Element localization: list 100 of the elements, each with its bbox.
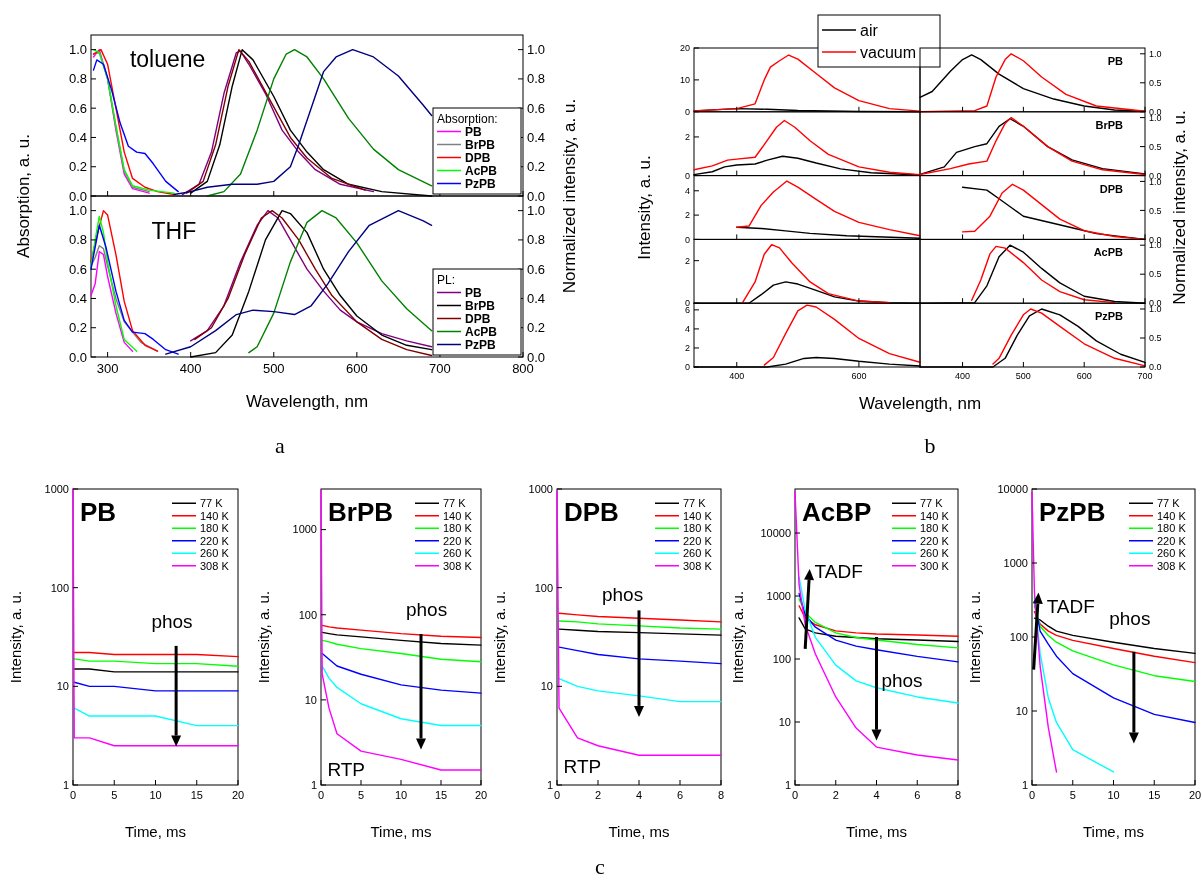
x-tick-label: 6 <box>914 789 921 801</box>
x-tick-label: 15 <box>1148 789 1161 801</box>
legend-label: PB <box>465 124 482 139</box>
annotation: phos <box>1109 608 1151 630</box>
text: DPB <box>1099 182 1124 195</box>
y-tick-label: 1.0 <box>68 42 87 58</box>
annotation: TADF <box>814 560 863 582</box>
chart-title: PzPB <box>1039 497 1106 527</box>
y2-axis-title: Normalized intensity, a. u. <box>1169 110 1189 305</box>
legend-label: 220 K <box>443 534 473 547</box>
chart-title: DPB <box>564 497 619 527</box>
y-axis-title: Intensity, a. u. <box>7 590 24 684</box>
y-tick-label: 1.0 <box>68 203 87 219</box>
legend-label: 308 K <box>683 559 713 572</box>
y-tick-label: 0.8 <box>68 232 87 248</box>
text: BrPB <box>1095 118 1124 131</box>
x-tick-label: 400 <box>179 361 202 376</box>
y-tick-label: 0.6 <box>68 261 87 277</box>
text: THF <box>151 218 197 245</box>
x-tick-label: 600 <box>1076 371 1092 381</box>
legend-label: 140 K <box>1157 509 1187 522</box>
y-tick-label: 100 <box>298 608 317 621</box>
text: PB <box>1107 55 1124 67</box>
legend-label: 260 K <box>443 547 473 560</box>
x-tick-label: 20 <box>474 789 488 801</box>
y-tick-label: 100 <box>1009 630 1028 643</box>
x-tick-label: 500 <box>262 361 285 376</box>
legend-label: 77 K <box>683 497 707 510</box>
y2-tick-label: 0.5 <box>1149 141 1162 152</box>
y-tick-label: 2 <box>684 343 690 354</box>
y-tick-label: 0.2 <box>68 320 87 336</box>
legend-label: 220 K <box>1157 534 1187 547</box>
text: c <box>595 854 606 879</box>
x-tick-label: 15 <box>434 789 448 801</box>
y2-axis-title: Normalized intensity, a. u. <box>559 98 579 294</box>
x-axis-title: Time, ms <box>608 823 670 840</box>
text: toluene <box>129 46 206 73</box>
text: PzPB <box>1094 310 1124 323</box>
legend-label: 77 K <box>920 497 944 510</box>
legend-label: BrPB <box>465 298 496 313</box>
x-tick-label: 5 <box>357 789 365 801</box>
y-axis-title: Intensity, a. u. <box>491 590 508 684</box>
annotation: phos <box>881 670 923 692</box>
y-tick-label: 1000 <box>528 482 553 495</box>
x-tick-label: 0 <box>317 789 325 801</box>
y-tick-label: 0.0 <box>68 349 87 365</box>
x-axis-title: Time, ms <box>1082 823 1145 840</box>
x-axis-title: Time, ms <box>845 823 908 840</box>
legend-label: BrPB <box>465 137 496 152</box>
legend-label: 260 K <box>200 547 230 560</box>
legend-label: 180 K <box>200 522 230 535</box>
y-tick-label: 1000 <box>44 482 69 495</box>
legend-label: 77 K <box>1157 497 1181 510</box>
y-tick-label: 2 <box>684 255 690 266</box>
y-tick-label: 1 <box>784 778 791 791</box>
legend-label: 140 K <box>200 509 230 522</box>
y2-tick-label: 0.0 <box>1149 362 1162 373</box>
x-tick-label: 2 <box>832 789 839 801</box>
y-tick-label: 2 <box>684 210 690 221</box>
x-axis-title: Time, ms <box>124 823 187 840</box>
legend-label: 77 K <box>200 497 224 510</box>
y-tick-label: 100 <box>50 581 69 594</box>
x-tick-label: 800 <box>512 361 534 376</box>
y2-tick-label: 0.5 <box>1149 333 1162 344</box>
x-tick-label: 5 <box>1069 789 1076 801</box>
chart-title: BrPB <box>328 497 394 527</box>
y-axis-title: Absorption, a. u. <box>14 134 33 258</box>
y-tick-label: 10 <box>1015 704 1028 717</box>
legend-label: 180 K <box>920 522 950 535</box>
y-tick-label: 0 <box>684 234 690 245</box>
y-tick-label: 0 <box>684 106 690 117</box>
x-tick-label: 400 <box>955 371 971 381</box>
legend-label: 260 K <box>683 547 713 560</box>
legend-label: 77 K <box>443 497 467 510</box>
y-axis-title: Intensity, a. u. <box>729 590 746 684</box>
legend-label: PzPB <box>465 176 497 191</box>
text: AcPB <box>1093 246 1124 259</box>
x-tick-label: 10 <box>394 789 408 801</box>
legend-label: 140 K <box>920 509 950 522</box>
y-tick-label: 2 <box>684 132 690 143</box>
x-tick-label: 4 <box>635 789 643 801</box>
y-tick-label: 10 <box>56 680 69 693</box>
legend-label: air <box>860 21 879 39</box>
legend-label: 300 K <box>920 559 950 572</box>
x-tick-label: 4 <box>873 789 880 801</box>
x-axis-title: Time, ms <box>370 823 432 840</box>
y-tick-label: 1 <box>62 778 69 791</box>
y-tick-label: 0 <box>684 170 690 181</box>
y-tick-label: 1 <box>1021 778 1028 791</box>
x-tick-label: 500 <box>1015 371 1031 381</box>
y-tick-label: 0.0 <box>68 188 87 204</box>
y-tick-label: 10000 <box>760 526 791 539</box>
x-tick-label: 10 <box>1107 789 1120 801</box>
y-tick-label: 0.6 <box>68 100 87 116</box>
x-tick-label: 0 <box>1028 789 1036 801</box>
y-tick-label: 10 <box>778 715 791 728</box>
y-tick-label: 10000 <box>997 482 1028 495</box>
legend-label: vacuum <box>860 43 917 61</box>
y-tick-label: 4 <box>684 324 690 335</box>
y2-tick-label: 1.0 <box>1149 48 1162 59</box>
